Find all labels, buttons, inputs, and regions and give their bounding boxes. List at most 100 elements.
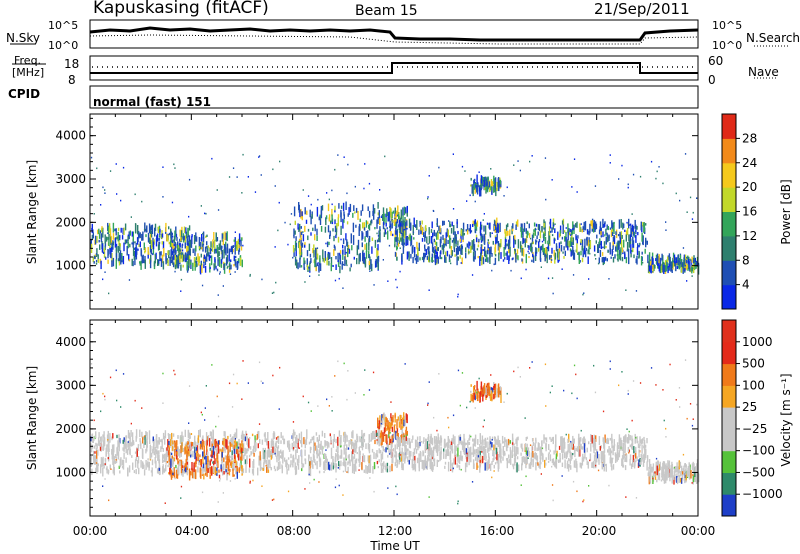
echo-mark [319,263,322,271]
echo-mark [258,455,260,466]
echo-mark [287,457,290,460]
echo-mark [187,256,190,265]
echo-mark [318,216,320,221]
echo-mark [530,247,532,252]
echo-mark [581,446,584,450]
echo-mark [410,237,412,247]
echo-mark [470,177,472,181]
power-echo-marks [90,153,700,298]
scatter-echo [108,499,110,502]
echo-mark [301,242,304,248]
echo-mark [279,461,281,469]
echo-mark [570,441,572,444]
echo-mark [548,226,551,236]
scatter-echo [427,402,429,405]
echo-mark [404,442,406,452]
echo-mark [142,254,144,264]
echo-mark [294,462,296,470]
echo-mark [158,454,160,464]
echo-mark [111,436,113,441]
echo-mark [442,220,444,226]
echo-mark [565,231,567,241]
echo-mark [198,256,200,264]
echo-mark [671,464,673,474]
echo-mark [185,466,188,472]
echo-mark [412,256,414,264]
scatter-echo [572,274,575,276]
echo-mark [186,458,189,466]
echo-mark [376,432,378,437]
echo-mark [223,263,225,271]
echo-mark [210,255,213,266]
echo-mark [223,463,225,471]
echo-mark [168,447,170,455]
echo-mark [451,445,453,452]
echo-mark [296,458,299,466]
echo-mark [535,248,538,254]
echo-mark [223,249,225,259]
echo-mark [344,245,346,256]
echo-mark [633,254,635,259]
echo-mark [293,228,295,239]
echo-mark [485,176,487,183]
scatter-echo [200,205,202,207]
cpid-label: CPID [8,87,41,101]
echo-mark [626,242,629,251]
echo-mark [619,251,622,261]
echo-mark [688,467,691,477]
scatter-echo [307,195,310,197]
echo-mark [476,248,479,251]
echo-mark [144,435,146,445]
echo-mark [224,461,227,471]
echo-mark [228,471,231,476]
scatter-echo [491,439,493,441]
echo-mark [375,259,378,268]
echo-mark [103,248,106,258]
echo-mark [608,236,610,241]
echo-mark [121,465,124,468]
scatter-echo [684,471,686,474]
echo-mark [330,462,333,471]
echo-mark [525,253,527,264]
echo-mark [493,187,495,193]
echo-mark [131,231,133,237]
echo-mark [473,438,475,446]
echo-mark [356,245,358,256]
echo-mark [241,237,243,241]
echo-mark [160,439,162,443]
x-tick-label: 20:00 [581,524,617,538]
echo-mark [340,449,342,457]
echo-mark [398,240,400,244]
echo-mark [406,414,408,424]
echo-mark [351,440,353,450]
echo-mark [407,236,409,240]
echo-mark [390,451,392,457]
echo-mark [410,451,412,457]
echo-mark [408,451,410,456]
echo-mark [693,263,695,274]
scatter-echo [608,278,610,280]
echo-mark [440,451,442,460]
echo-mark [514,239,517,245]
echo-mark [336,223,338,230]
echo-mark [403,412,405,420]
echo-mark [304,225,306,232]
echo-mark [351,463,354,474]
echo-mark [695,260,697,268]
echo-mark [434,439,436,449]
scatter-echo [188,422,190,424]
echo-mark [528,450,530,457]
echo-mark [557,231,559,240]
echo-mark [433,250,436,258]
echo-mark [117,440,119,447]
echo-mark [455,247,458,256]
echo-mark [111,444,114,454]
echo-mark [459,238,461,242]
echo-mark [401,464,403,470]
echo-mark [230,246,233,253]
echo-mark [94,455,97,465]
echo-mark [356,435,359,443]
scatter-echo [188,385,191,387]
echo-mark [428,235,431,244]
echo-mark [453,458,455,465]
